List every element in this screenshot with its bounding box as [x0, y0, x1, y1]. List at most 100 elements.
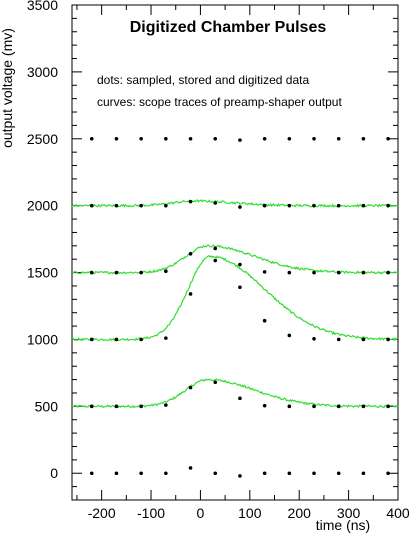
dots-2500-point [89, 136, 94, 141]
x-tick-label: 100 [238, 505, 262, 521]
dots-500-point [312, 404, 316, 409]
dots-500-point [386, 404, 390, 409]
dots-2500-point [312, 136, 316, 141]
dots-1000-point [386, 337, 390, 342]
dots-1000-point [287, 333, 292, 338]
x-tick-label: 0 [197, 505, 205, 521]
dots-500-point [213, 380, 218, 385]
dots-0-point [262, 471, 267, 476]
dots-0-point [287, 471, 292, 476]
dots-2500-point [213, 136, 218, 141]
dots-2000-point [336, 203, 341, 208]
y-tick-label: 0 [50, 465, 58, 481]
dots-1500-point [213, 246, 218, 251]
dots-2000-point [89, 203, 94, 208]
dots-0-point [312, 471, 316, 476]
dots-1500-point [139, 270, 143, 275]
dots-1500-point [188, 252, 193, 256]
plot-frame [71, 4, 399, 501]
dots-1500-point [114, 270, 119, 275]
dots-1000-point [139, 337, 143, 342]
dots-2500-point [262, 136, 267, 141]
dots-0-point [386, 471, 390, 476]
dots-2000-point [287, 203, 292, 208]
dots-0-point [361, 471, 366, 476]
y-tick-label: 2500 [27, 131, 58, 147]
x-tick-label: -200 [88, 505, 116, 521]
dots-0-point [139, 471, 143, 476]
dots-2000-point [361, 203, 366, 208]
dots-2500-point [386, 136, 390, 141]
dots-1000-point [213, 258, 218, 263]
x-tick-label: -100 [137, 505, 165, 521]
dots-1500-point [164, 269, 168, 274]
trace-pulse-1000 [71, 255, 399, 342]
dots-0-point [238, 474, 242, 478]
dots-1000-point [89, 337, 94, 342]
y-tick-label: 500 [35, 398, 59, 414]
annotation-curves: curves: scope traces of preamp-shaper ou… [97, 95, 342, 109]
y-tick-label: 3500 [27, 0, 58, 13]
trace-pulse-500 [71, 378, 399, 409]
dots-1000-point [188, 292, 193, 296]
dots-2500-point [361, 136, 366, 141]
dots-2000-point [262, 203, 267, 208]
dots-1500-point [361, 270, 366, 275]
axes: 0 500 1000 1500 2000 2500 3000 3500 -200 -100 0 100… [27, 0, 410, 521]
dots-1500-point [336, 270, 341, 275]
dots-1000-point [361, 337, 366, 342]
dots-2500-point [336, 136, 341, 141]
dots-2500-point [238, 138, 242, 142]
dots-500-point [139, 404, 143, 409]
dots-0-point [213, 471, 218, 476]
y-tick-label: 2000 [27, 198, 58, 214]
scope-traces [71, 199, 399, 409]
chart-title: Digitized Chamber Pulses [130, 19, 327, 36]
dots-2000-point [213, 201, 218, 205]
y-axis-title: output voltage (mv) [0, 28, 15, 148]
dots-2500-point [114, 136, 119, 141]
dots-2500-point [188, 136, 193, 141]
dots-500-point [336, 404, 341, 409]
y-tick-label: 3000 [27, 64, 58, 80]
dots-1500-point [312, 270, 316, 275]
dots-1000-point [238, 285, 242, 290]
dots-2000-point [139, 203, 143, 208]
x-tick-label: 400 [386, 505, 410, 521]
dots-0-point [188, 466, 193, 470]
x-tick-label: 200 [288, 505, 312, 521]
dots-2500-point [164, 136, 168, 141]
dots-500-point [361, 404, 366, 409]
y-tick-label: 1000 [27, 331, 58, 347]
x-axis-title: time (ns) [316, 517, 370, 533]
dots-1000-point [262, 318, 267, 323]
dots-2000-point [188, 199, 193, 204]
dots-1500-point [89, 270, 94, 275]
dots-2000-point [164, 203, 168, 208]
dots-0-point [336, 471, 341, 476]
dots-1000-point [114, 337, 119, 342]
dots-1000-point [336, 337, 341, 342]
x-tick-label: 300 [337, 505, 361, 521]
annotation-dots: dots: sampled, stored and digitized data [97, 73, 309, 87]
dots-2000-point [312, 203, 316, 208]
dots-500-point [114, 404, 119, 409]
y-tick-label: 1500 [27, 265, 58, 281]
dots-0-point [89, 471, 94, 476]
dots-1000-point [312, 336, 316, 341]
digitized-dots [89, 136, 390, 478]
dots-1500-point [238, 262, 242, 267]
dots-2000-point [386, 203, 390, 208]
dots-2000-point [238, 205, 242, 209]
trace-pulse-2000 [71, 199, 399, 208]
dots-0-point [114, 471, 119, 476]
dots-1500-point [386, 270, 390, 275]
dots-2500-point [139, 136, 143, 141]
dots-1500-point [262, 270, 267, 274]
trace-pulse-1500 [71, 244, 399, 275]
dots-1500-point [287, 270, 292, 275]
dots-500-point [262, 403, 267, 408]
dots-500-point [287, 404, 292, 409]
